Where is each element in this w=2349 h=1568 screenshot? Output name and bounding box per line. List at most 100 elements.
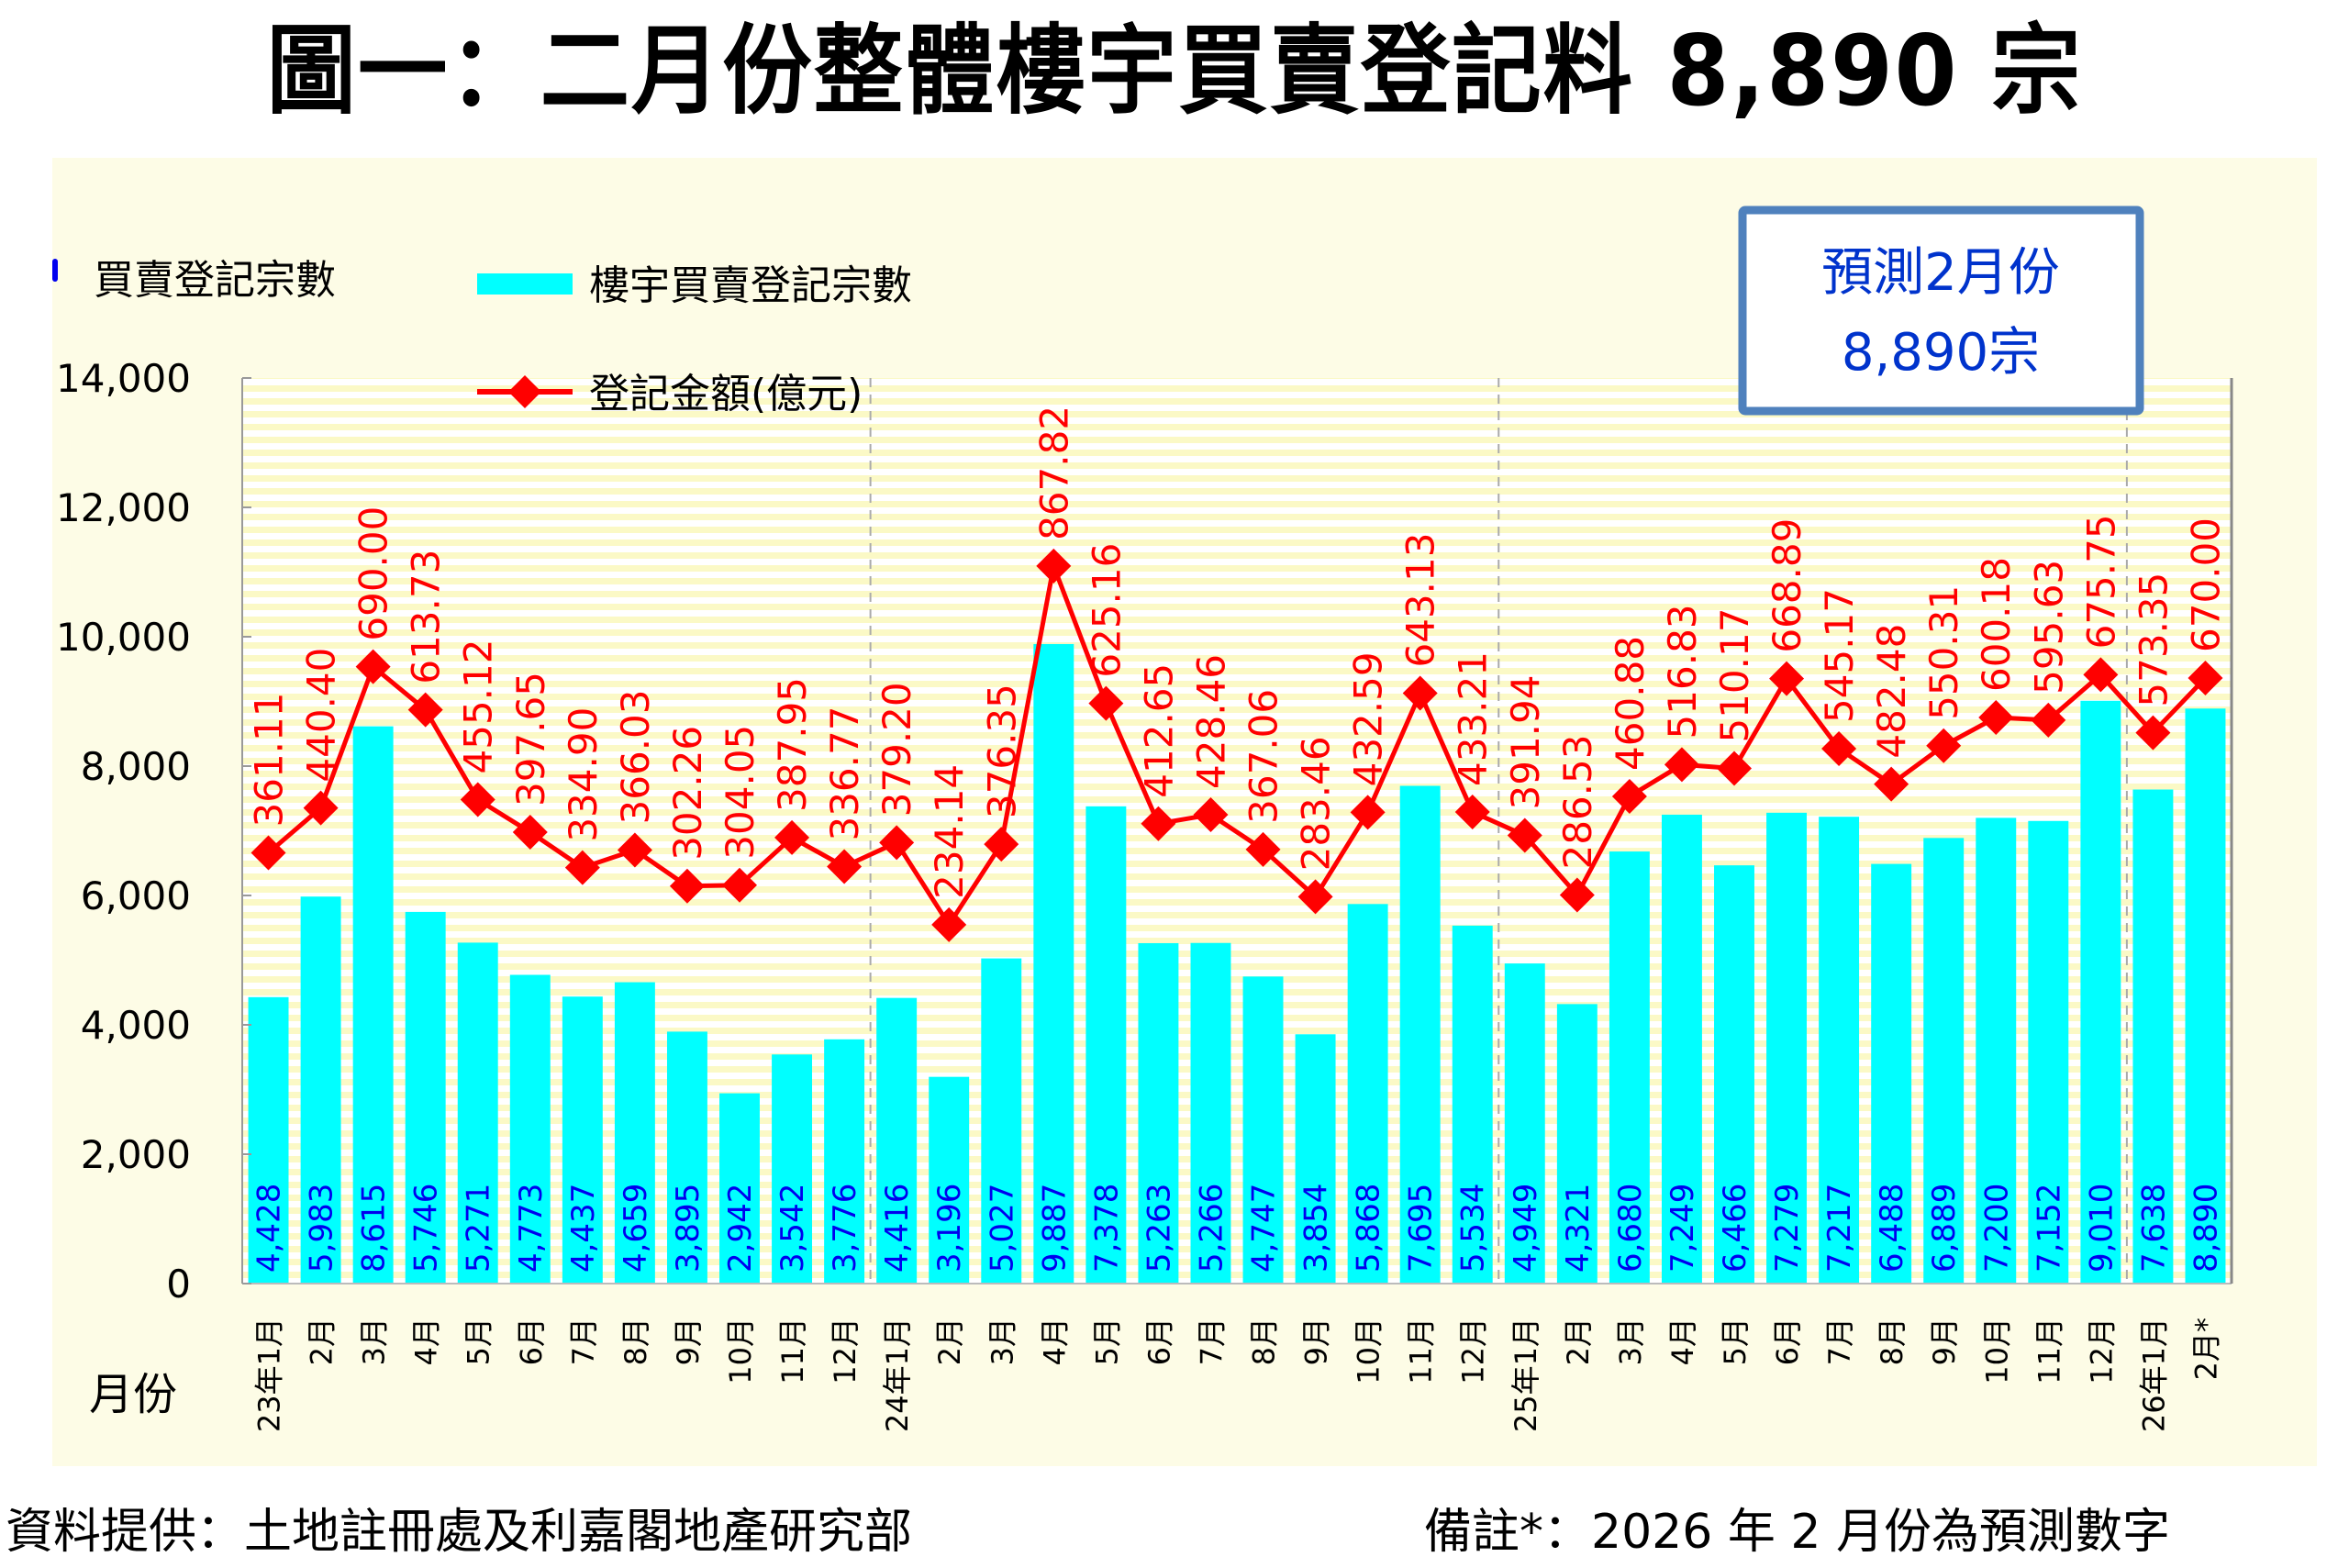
- line-value-label: 433.21: [1451, 651, 1496, 786]
- diamond-marker: [1245, 831, 1281, 867]
- x-tick-label: 12月: [828, 1318, 863, 1385]
- line-value-label: 550.31: [1921, 585, 1966, 720]
- line-value-label: 482.48: [1869, 624, 1914, 759]
- bar: [1399, 785, 1441, 1284]
- line-value-label: 460.88: [1608, 636, 1653, 771]
- x-tick-label: 6月: [1770, 1318, 1805, 1365]
- bar-value-label: 7,200: [1978, 1184, 2015, 1273]
- y-tick-label: 4,000: [81, 1003, 191, 1048]
- bar-value-label: 9,887: [1036, 1184, 1073, 1273]
- diamond-marker: [1821, 730, 1857, 766]
- bar-value-label: 7,378: [1088, 1184, 1125, 1273]
- line-value-label: 545.17: [1817, 588, 1862, 723]
- bar-value-label: 4,949: [1508, 1184, 1544, 1273]
- bar-value-label: 3,196: [931, 1184, 968, 1273]
- bar-value-label: 9,010: [2083, 1184, 2120, 1273]
- line-value-label: 391.94: [1503, 675, 1548, 810]
- diamond-marker: [2135, 715, 2171, 751]
- diamond-marker: [1350, 795, 1386, 830]
- forecast-callout: 預測2月份 8,890宗: [1738, 206, 2144, 416]
- diamond-marker: [1141, 806, 1176, 841]
- x-tick-label: 8月: [1247, 1318, 1282, 1365]
- bar: [719, 1093, 760, 1284]
- bar: [352, 726, 394, 1284]
- line-value-label: 516.83: [1660, 604, 1705, 739]
- bar-value-label: 4,321: [1560, 1184, 1597, 1273]
- x-tick-label: 9月: [1299, 1318, 1334, 1365]
- line-value-label: 367.06: [1241, 689, 1286, 824]
- diamond-marker: [1874, 766, 1909, 802]
- line-value-label: 675.75: [2078, 514, 2123, 649]
- bar-value-label: 4,747: [1246, 1184, 1283, 1273]
- ylabel-marker-icon: [52, 259, 58, 282]
- diamond-marker: [617, 832, 652, 868]
- x-tick-label: 8月: [1875, 1318, 1909, 1365]
- diamond-marker: [303, 790, 339, 826]
- line-value-label: 613.73: [404, 550, 449, 684]
- line-value-label: 334.90: [561, 707, 606, 842]
- bar-value-label: 8,890: [2188, 1184, 2224, 1273]
- amount-line: [250, 548, 2223, 942]
- line-value-label: 432.59: [1346, 651, 1391, 786]
- line-value-label: 376.35: [979, 684, 1024, 818]
- line-value-label: 379.20: [874, 682, 919, 817]
- bar: [772, 1054, 813, 1284]
- bar-value-label: 5,868: [1351, 1184, 1387, 1273]
- diamond-marker: [1978, 700, 2014, 736]
- line-value-label: 643.13: [1398, 533, 1443, 668]
- bar: [2132, 789, 2174, 1284]
- bar: [300, 896, 341, 1284]
- bar: [666, 1031, 707, 1284]
- forecast-callout-line2: 8,890宗: [1842, 323, 2040, 383]
- axes: [241, 378, 2233, 1284]
- bar: [405, 911, 446, 1284]
- x-tick-label: 9月: [1927, 1318, 1962, 1365]
- x-tick-label: 11月: [1404, 1318, 1439, 1385]
- bar: [1138, 942, 1179, 1284]
- bar-value-label: 5,027: [984, 1184, 1020, 1273]
- bar-value-label: 5,534: [1455, 1184, 1492, 1273]
- x-tick-label: 6月: [514, 1318, 549, 1365]
- x-tick-label: 12月: [2084, 1318, 2119, 1385]
- diamond-marker: [2031, 702, 2066, 738]
- x-tick-label: 26年1月: [2136, 1318, 2171, 1432]
- bar-value-label: 7,217: [1821, 1184, 1858, 1273]
- bar-value-label: 4,437: [565, 1184, 602, 1273]
- bar-value-label: 7,249: [1664, 1184, 1701, 1273]
- line-value-label: 412.65: [1136, 663, 1181, 798]
- bar-value-label: 5,271: [461, 1184, 497, 1273]
- line-value-label: 366.03: [613, 689, 658, 824]
- bar: [1085, 806, 1127, 1284]
- x-tick-label: 11月: [2032, 1318, 2066, 1385]
- page-title: 圖一：二月份整體樓宇買賣登記料 8,890 宗: [266, 15, 2083, 128]
- bar-value-label: 5,263: [1141, 1184, 1177, 1273]
- diamond-marker: [1769, 661, 1805, 696]
- x-tick-label: 7月: [1194, 1318, 1229, 1365]
- x-tick-label: 2月*: [2188, 1318, 2223, 1380]
- bar: [509, 974, 551, 1284]
- diamond-marker: [1926, 728, 1962, 763]
- bar: [981, 958, 1022, 1284]
- diamond-marker: [722, 867, 757, 903]
- diamond-marker: [931, 906, 967, 942]
- x-tick-label: 12月: [1456, 1318, 1491, 1385]
- legend-bar-label: 樓宇買賣登記宗數: [589, 262, 912, 309]
- bar: [1504, 963, 1545, 1284]
- bar: [876, 997, 918, 1284]
- x-tick-label: 3月: [1613, 1318, 1648, 1365]
- footer-source: 資料提供：土地註冊處及利嘉閣地產研究部: [6, 1505, 913, 1560]
- bars: [248, 643, 2226, 1284]
- bar: [614, 982, 655, 1284]
- line-value-label: 867.82: [1031, 406, 1076, 540]
- bar-value-label: 3,776: [827, 1184, 863, 1273]
- diamond-marker: [1664, 747, 1699, 783]
- y-tick-label: 12,000: [56, 485, 191, 530]
- bar: [2185, 708, 2226, 1284]
- bar-value-label: 4,773: [513, 1184, 550, 1273]
- bar-value-label: 6,488: [1874, 1184, 1910, 1273]
- bar-value-label: 3,542: [774, 1184, 811, 1273]
- line-value-label: 600.18: [1974, 557, 2019, 692]
- bar: [824, 1039, 865, 1284]
